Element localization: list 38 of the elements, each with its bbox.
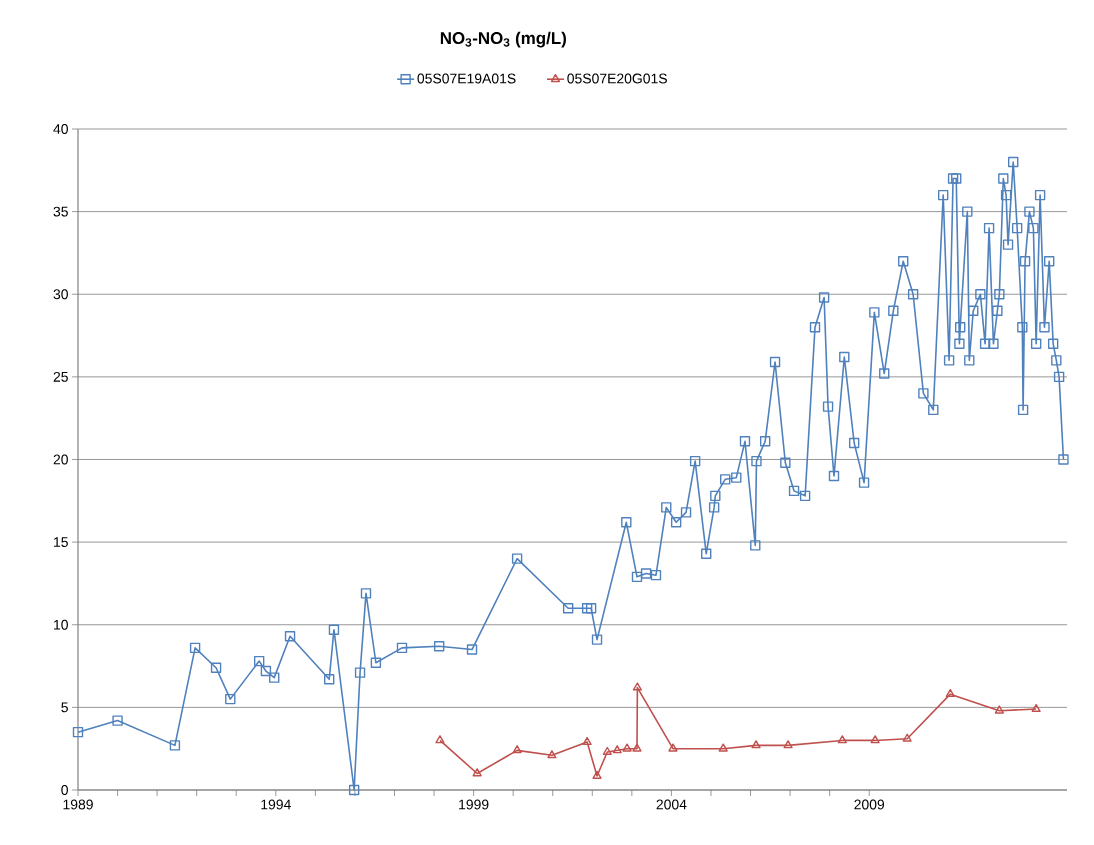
x-tick-label: 2009 (854, 799, 885, 810)
point (751, 740, 761, 749)
point (902, 733, 912, 742)
x-tick-label: 1999 (459, 799, 489, 810)
legend-label: 05S07E20G01S (567, 73, 667, 84)
point (602, 746, 612, 755)
point (718, 743, 728, 752)
legend-label: 05S07E19A01S (417, 73, 516, 84)
point (472, 768, 482, 777)
y-tick-label: 20 (53, 454, 68, 465)
y-tick-label: 30 (53, 289, 68, 300)
point (582, 736, 592, 746)
y-tick-label: 25 (53, 371, 68, 382)
point (632, 682, 642, 691)
y-tick-label: 35 (53, 206, 68, 217)
x-tick-label: 1994 (261, 799, 291, 810)
point (1031, 703, 1041, 712)
point (512, 745, 522, 754)
point (547, 750, 557, 759)
y-tick-label: 5 (61, 702, 68, 713)
chart-title: NO$_{3}$-NO$_{3}$ (mg/L) (440, 31, 566, 48)
point (435, 735, 445, 744)
point (668, 743, 678, 752)
point (837, 735, 847, 744)
point (945, 688, 955, 698)
point (612, 745, 622, 754)
point (994, 705, 1004, 714)
y-tick-label: 10 (54, 619, 68, 630)
x-tick-label: 2004 (656, 799, 687, 810)
y-tick-label: 15 (54, 537, 68, 547)
point (870, 735, 880, 744)
point (622, 743, 632, 752)
point (783, 740, 793, 749)
point (632, 743, 642, 752)
point (592, 770, 602, 779)
x-tick-label: 1989 (63, 799, 93, 810)
y-tick-label: 0 (61, 785, 68, 795)
y-tick-label: 40 (53, 124, 68, 134)
